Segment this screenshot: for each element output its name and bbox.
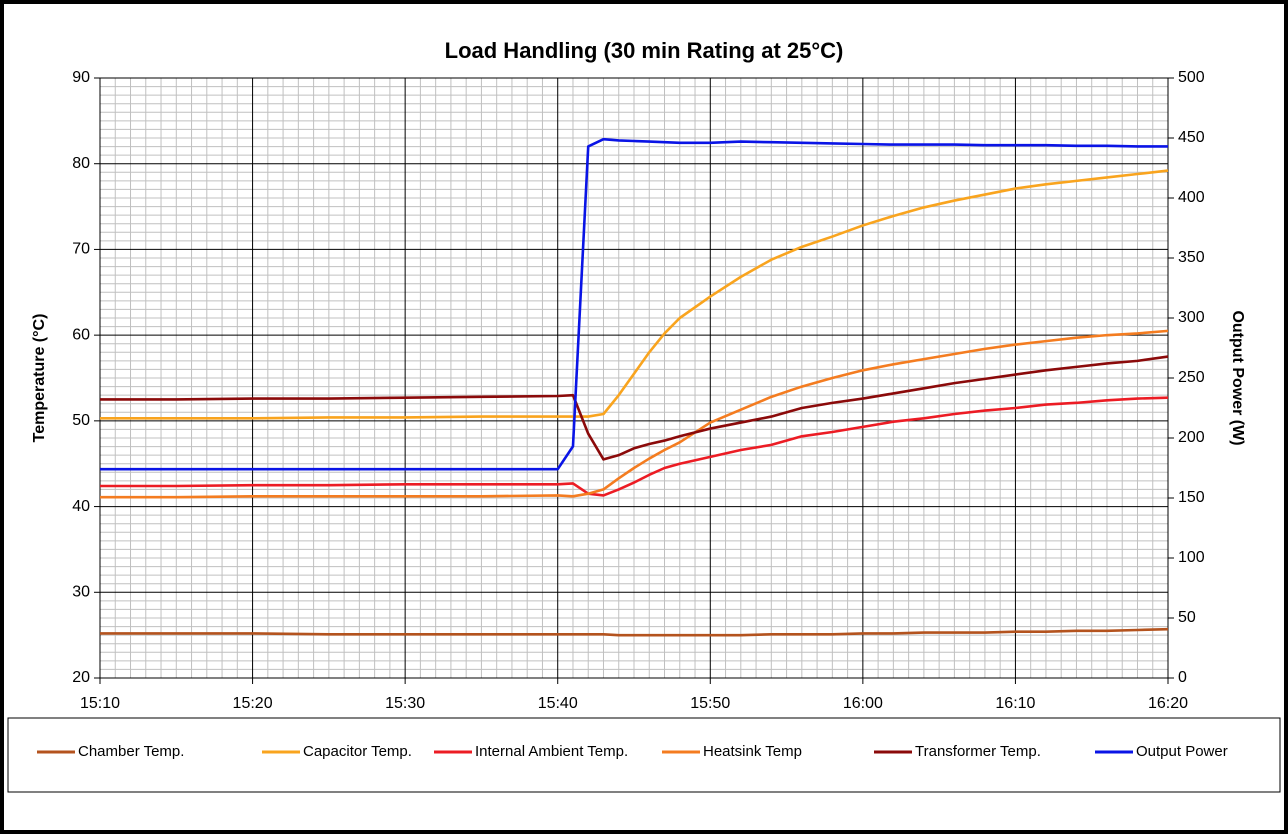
x-tick-label: 15:20: [233, 695, 273, 712]
y2-tick-label: 300: [1178, 309, 1205, 326]
legend-label: Internal Ambient Temp.: [475, 743, 628, 760]
y2-tick-label: 100: [1178, 549, 1205, 566]
y2-tick-label: 50: [1178, 609, 1196, 626]
x-tick-label: 16:10: [995, 695, 1035, 712]
y2-tick-label: 450: [1178, 129, 1205, 146]
y2-tick-label: 0: [1178, 669, 1187, 686]
y2-axis-label: Output Power (W): [1229, 310, 1246, 445]
y-tick-label: 80: [72, 155, 90, 172]
chart-title: Load Handling (30 min Rating at 25°C): [445, 38, 844, 63]
series-line: [100, 169, 1169, 420]
legend-label: Capacitor Temp.: [303, 743, 412, 760]
y-axis-label: Temperature (°C): [31, 314, 48, 443]
x-tick-label: 15:10: [80, 695, 120, 712]
y2-tick-label: 150: [1178, 489, 1205, 506]
legend-label: Transformer Temp.: [915, 743, 1041, 760]
y-tick-label: 30: [72, 584, 90, 601]
x-tick-label: 16:00: [843, 695, 883, 712]
series-line: [100, 355, 1169, 461]
series-line: [100, 137, 1168, 471]
legend-label: Output Power: [1136, 743, 1228, 760]
y2-tick-label: 250: [1178, 369, 1205, 386]
legend-label: Chamber Temp.: [78, 743, 184, 760]
y-tick-label: 40: [72, 498, 90, 515]
legend-box: [7, 717, 1281, 793]
series-line: [100, 329, 1169, 499]
y-tick-label: 60: [72, 326, 90, 343]
series-line: [100, 396, 1169, 497]
x-tick-label: 15:30: [385, 695, 425, 712]
legend-label: Heatsink Temp: [703, 743, 802, 760]
plot-border: [99, 77, 1169, 679]
y2-tick-label: 350: [1178, 249, 1205, 266]
y-tick-label: 70: [72, 241, 90, 258]
x-tick-label: 15:40: [538, 695, 578, 712]
y-tick-label: 90: [72, 69, 90, 86]
y-tick-label: 20: [72, 669, 90, 686]
y-tick-label: 50: [72, 412, 90, 429]
y2-tick-label: 400: [1178, 189, 1205, 206]
series-line: [100, 627, 1169, 637]
x-tick-label: 15:50: [690, 695, 730, 712]
x-tick-label: 16:20: [1148, 695, 1188, 712]
y2-tick-label: 500: [1178, 69, 1205, 86]
y2-tick-label: 200: [1178, 429, 1205, 446]
